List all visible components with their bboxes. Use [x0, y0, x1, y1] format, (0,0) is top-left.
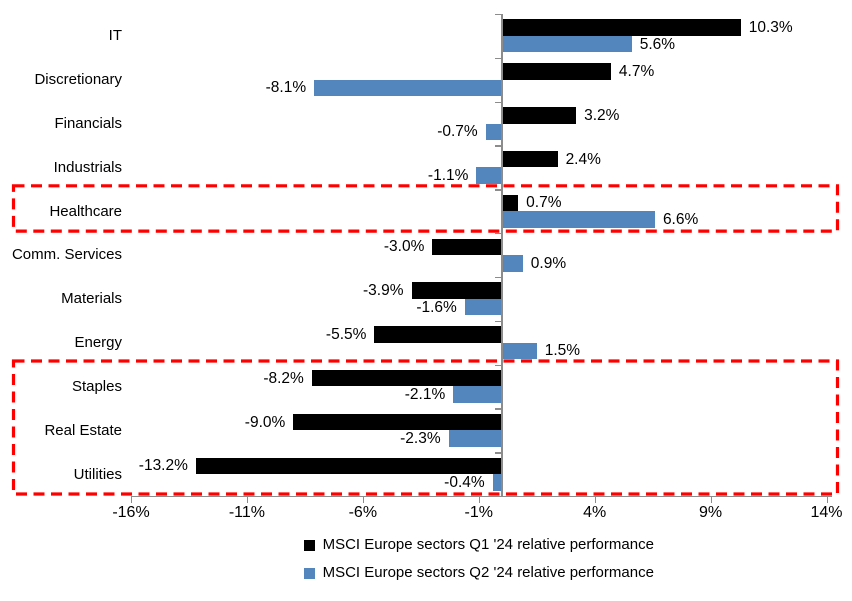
- category-label: Financials: [54, 115, 122, 133]
- bar-value-label: -5.5%: [325, 325, 367, 343]
- bar-value-label: -0.4%: [444, 473, 485, 491]
- category-label: Materials: [61, 290, 122, 308]
- bar-q1: [411, 282, 502, 299]
- legend-label: MSCI Europe sectors Q2 '24 relative perf…: [322, 564, 654, 581]
- legend-item-q1: MSCI Europe sectors Q1 '24 relative perf…: [303, 535, 654, 555]
- bar-value-label: -8.2%: [263, 369, 304, 387]
- bar-q1: [293, 413, 502, 431]
- bar-value-label: -0.7%: [437, 123, 478, 141]
- category-label: Comm. Services: [11, 246, 122, 264]
- bar-value-label: 3.2%: [584, 106, 620, 124]
- x-tick-label: -11%: [228, 504, 265, 521]
- category-label: Healthcare: [49, 202, 122, 220]
- bar-q1: [501, 107, 577, 124]
- x-tick-label: -16%: [112, 504, 150, 521]
- bar-q2: [464, 298, 502, 316]
- bar-value-label: 6.6%: [662, 210, 699, 228]
- bar-value-label: 10.3%: [748, 19, 793, 37]
- legend-label: MSCI Europe sectors Q1 '24 relative perf…: [322, 536, 654, 553]
- legend-item-q2: MSCI Europe sectors Q2 '24 relative perf…: [303, 563, 654, 583]
- category-label: Real Estate: [44, 421, 122, 439]
- value-axis-line: [501, 14, 503, 496]
- bar-value-label: -13.2%: [138, 457, 188, 475]
- bar-q1: [501, 19, 741, 36]
- x-tick-label: 14%: [810, 504, 843, 521]
- category-label: Industrials: [53, 158, 122, 176]
- bar-q1: [432, 238, 502, 255]
- category-label: Utilities: [73, 465, 122, 483]
- bar-value-label: -2.1%: [404, 386, 446, 404]
- x-tick-label: 4%: [583, 504, 607, 521]
- x-tick: [710, 496, 712, 503]
- bar-q2: [314, 79, 502, 97]
- legend-swatch-icon: [303, 539, 315, 551]
- x-tick: [362, 496, 365, 503]
- bar-q2: [485, 123, 502, 141]
- legend-swatch-icon: [303, 567, 315, 579]
- bar-q2: [501, 211, 655, 228]
- category-tick: [494, 276, 502, 279]
- bar-q1: [195, 457, 502, 475]
- bar-value-label: -3.0%: [383, 238, 425, 256]
- bar-q2: [453, 386, 502, 403]
- x-tick-label: -1%: [464, 504, 493, 521]
- bar-value-label: 5.6%: [639, 35, 676, 53]
- x-tick-label: 9%: [699, 504, 723, 521]
- bar-value-label: -8.1%: [265, 79, 307, 97]
- bar-q1: [374, 326, 502, 343]
- bar-value-label: 2.4%: [565, 150, 601, 168]
- category-tick: [494, 233, 502, 235]
- x-tick: [594, 496, 597, 503]
- category-label: Energy: [74, 334, 122, 352]
- category-tick: [494, 145, 502, 147]
- bar-value-label: 1.5%: [544, 342, 581, 360]
- bar-q2: [476, 167, 502, 184]
- bar-value-label: 4.7%: [618, 62, 655, 80]
- category-tick: [494, 101, 502, 104]
- category-label: Staples: [71, 377, 122, 395]
- bar-value-label: 0.9%: [530, 254, 567, 272]
- bar-q2: [501, 342, 537, 360]
- legend: MSCI Europe sectors Q1 '24 relative perf…: [131, 535, 827, 583]
- x-axis-line: [131, 496, 832, 498]
- bar-q1: [501, 194, 519, 212]
- bar-value-label: -1.1%: [427, 167, 469, 185]
- x-tick-label: -6%: [348, 504, 378, 521]
- bar-value-label: -9.0%: [244, 413, 286, 431]
- bar-q2: [448, 430, 502, 447]
- bar-q1: [501, 150, 558, 168]
- bar-q2: [501, 255, 523, 272]
- category-label: Discretionary: [34, 71, 122, 89]
- x-tick: [246, 496, 249, 503]
- bar-value-label: -3.9%: [363, 282, 404, 300]
- bar-q2: [501, 35, 632, 53]
- bar-q1: [501, 63, 611, 80]
- x-tick: [826, 496, 828, 503]
- category-tick: [494, 320, 502, 323]
- category-tick: [494, 57, 502, 60]
- bar-q1: [311, 369, 502, 387]
- x-tick: [131, 496, 133, 503]
- category-label: IT: [108, 27, 122, 45]
- bar-value-label: -1.6%: [416, 298, 457, 316]
- bar-value-label: 0.7%: [526, 194, 562, 212]
- bar-value-label: -2.3%: [400, 430, 441, 448]
- category-tick: [494, 14, 502, 16]
- x-tick: [478, 496, 481, 503]
